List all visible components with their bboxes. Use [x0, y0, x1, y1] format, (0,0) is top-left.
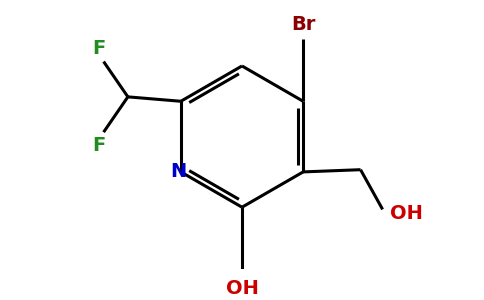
Text: OH: OH	[391, 204, 424, 223]
Text: F: F	[92, 136, 106, 155]
Text: OH: OH	[226, 279, 258, 298]
Text: F: F	[92, 39, 106, 58]
Text: Br: Br	[291, 14, 316, 34]
Text: N: N	[170, 162, 187, 182]
